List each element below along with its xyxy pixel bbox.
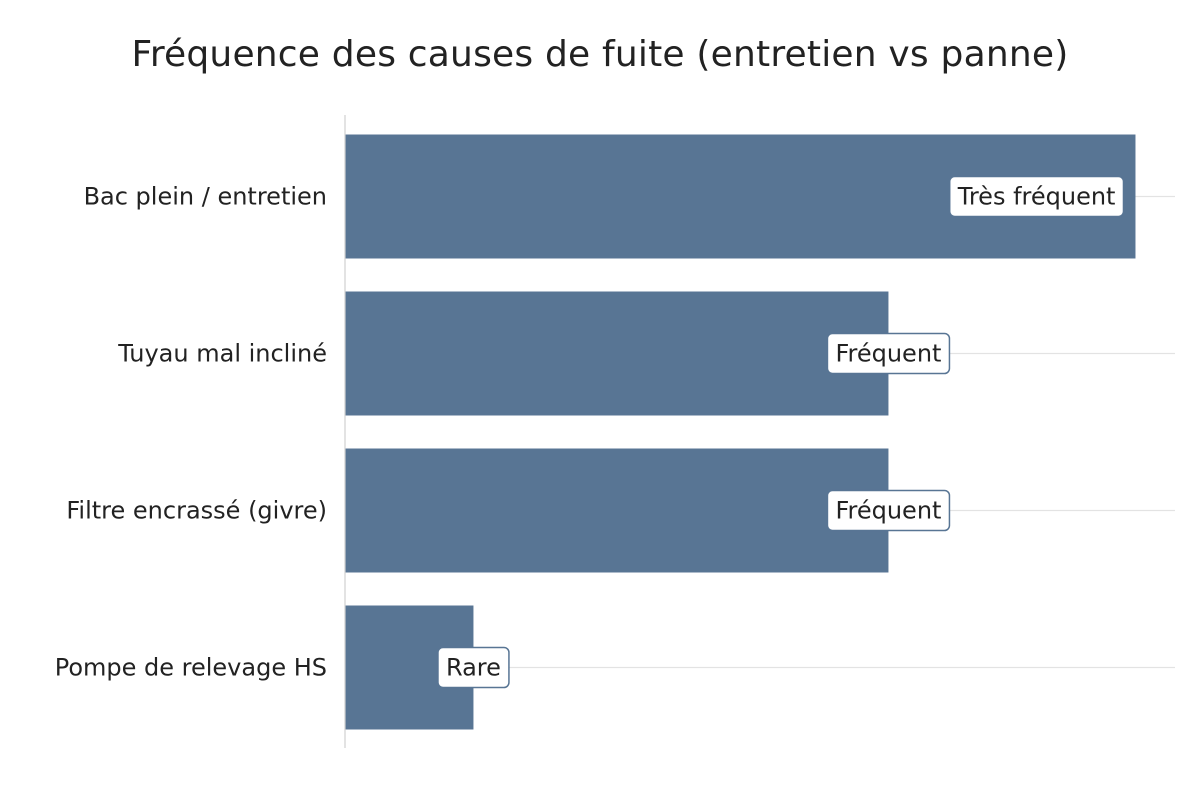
data-label-box — [437, 646, 510, 689]
data-label: Fréquent — [826, 489, 951, 532]
data-labels: Très fréquent Fréquent Fréquent Rare — [437, 175, 1125, 689]
data-label-box — [948, 175, 1125, 218]
data-label: Très fréquent — [948, 175, 1125, 218]
category-label: Tuyau mal incliné — [117, 340, 327, 368]
bars — [345, 134, 1136, 730]
data-label-box — [826, 332, 951, 375]
bar — [345, 291, 889, 416]
data-label-text: Fréquent — [835, 497, 941, 525]
category-label: Filtre encrassé (givre) — [66, 497, 327, 525]
category-label: Pompe de relevage HS — [55, 654, 327, 682]
category-label: Bac plein / entretien — [84, 183, 327, 211]
data-label-text: Rare — [446, 654, 501, 682]
gridlines — [345, 195, 1175, 669]
data-label: Fréquent — [826, 332, 951, 375]
data-label-text: Très fréquent — [957, 183, 1116, 211]
chart-title: Fréquence des causes de fuite (entretien… — [131, 34, 1069, 75]
category-labels: Bac plein / entretien Tuyau mal incliné Fi… — [55, 183, 327, 682]
bar — [345, 448, 889, 573]
data-label-text: Fréquent — [835, 340, 941, 368]
data-label: Rare — [437, 646, 510, 689]
data-label-box — [826, 489, 951, 532]
